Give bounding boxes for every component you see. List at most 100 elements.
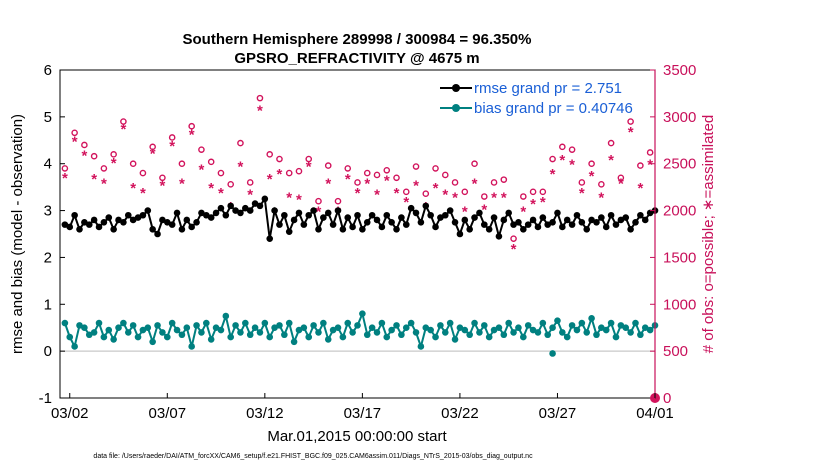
bias-point — [510, 329, 517, 336]
obs-possible-point — [607, 139, 615, 147]
y-tick-label-right: 500 — [663, 343, 688, 360]
bias-point — [407, 319, 415, 327]
bias-point — [183, 324, 191, 332]
bias-point — [285, 319, 293, 327]
rmse-point — [339, 226, 347, 233]
rmse-point — [168, 221, 176, 228]
rmse-point — [407, 204, 415, 212]
bias-point — [139, 326, 147, 334]
rmse-point — [422, 202, 430, 210]
obs-possible-point — [305, 155, 313, 163]
rmse-point — [534, 223, 542, 231]
obs-possible-point — [363, 169, 371, 177]
obs-assimilated-point: * — [218, 185, 224, 202]
rmse-point — [290, 216, 298, 224]
rmse-point — [163, 218, 171, 226]
bias-point — [568, 322, 576, 329]
obs-assimilated-point: * — [316, 204, 322, 221]
rmse-point — [432, 223, 439, 231]
bias-point — [602, 326, 610, 334]
bias-point — [159, 329, 166, 336]
bias-point — [134, 333, 142, 341]
bias-point — [476, 329, 483, 336]
bias-point — [85, 331, 93, 339]
obs-assimilated-point: * — [345, 171, 351, 188]
bias-point — [563, 333, 571, 341]
bias-point — [627, 329, 634, 336]
obs-assimilated-point: * — [384, 173, 390, 190]
obs-possible-point — [490, 179, 498, 186]
bias-point — [500, 331, 508, 339]
y-tick-label-left: 5 — [44, 109, 52, 126]
rmse-point — [76, 226, 83, 233]
rmse-point — [232, 207, 239, 214]
rmse-point — [441, 211, 449, 219]
obs-possible-point — [559, 143, 566, 151]
y-tick-label-right: 1000 — [663, 296, 696, 313]
bias-point — [363, 331, 371, 339]
bias-point — [368, 324, 376, 332]
bias-point — [100, 333, 108, 341]
bias-point — [393, 322, 400, 329]
obs-assimilated-point: * — [159, 177, 165, 194]
rmse-point — [539, 214, 547, 221]
obs-assimilated-point: * — [179, 175, 185, 192]
bias-point — [466, 331, 473, 339]
obs-possible-point — [432, 165, 439, 172]
rmse-point — [368, 211, 376, 219]
bias-point — [573, 326, 581, 334]
bias-point — [315, 329, 322, 336]
rmse-point — [383, 211, 391, 219]
x-tick-label: 03/12 — [246, 405, 284, 422]
bias-point — [607, 319, 615, 327]
bias-point — [95, 319, 103, 327]
y-axis-right: 0 500 1000 1500 2000 2500 3000 3500 — [650, 62, 696, 407]
x-tick-label: 04/01 — [636, 405, 674, 422]
obs-assimilated-point: * — [247, 187, 253, 204]
bias-point — [227, 333, 234, 341]
rmse-point — [100, 218, 108, 226]
rmse-point — [515, 218, 522, 226]
rmse-point — [529, 216, 537, 224]
rmse-point — [198, 209, 205, 217]
rmse-point — [471, 214, 478, 221]
y-tick-label-left: 6 — [44, 62, 52, 79]
rmse-point — [217, 204, 225, 212]
rmse-point — [134, 214, 142, 221]
obs-assimilated-point: * — [120, 121, 126, 138]
rmse-point — [139, 211, 147, 219]
chart-subtitle: GPSRO_REFRACTIVITY @ 4675 m — [234, 50, 479, 67]
bias-point — [344, 319, 352, 327]
obs-possible-point — [344, 165, 352, 172]
plot-background — [60, 70, 655, 398]
rmse-point — [617, 216, 625, 224]
obs-possible-point — [207, 158, 215, 166]
bias-point — [485, 333, 493, 341]
obs-assimilated-point: * — [433, 180, 439, 197]
rmse-point — [461, 216, 469, 224]
obs-possible-point — [237, 139, 244, 147]
bias-point — [256, 329, 264, 336]
rmse-point — [627, 226, 634, 233]
rmse-point — [285, 228, 293, 235]
bias-point — [154, 322, 161, 329]
rmse-point — [359, 226, 366, 233]
rmse-point — [71, 211, 78, 219]
bias-point — [246, 331, 254, 339]
x-axis-label: Mar.01,2015 00:00:00 start — [267, 428, 447, 445]
rmse-point — [637, 211, 644, 219]
rmse-point — [105, 214, 113, 221]
rmse-point — [378, 223, 386, 231]
obs-possible-point — [568, 146, 576, 153]
bias-point — [578, 319, 586, 327]
obs-assimilated-point: * — [355, 185, 361, 202]
rmse-point — [281, 211, 288, 219]
obs-assimilated-point: * — [530, 196, 536, 213]
rmse-point — [568, 221, 576, 228]
obs-possible-point — [295, 167, 303, 175]
rmse-point — [417, 218, 425, 226]
bias-point — [300, 324, 308, 332]
legend: rmse grand pr = 2.751 bias grand pr = 0.… — [440, 80, 633, 117]
rmse-point — [85, 221, 93, 228]
rmse-point — [402, 221, 410, 228]
